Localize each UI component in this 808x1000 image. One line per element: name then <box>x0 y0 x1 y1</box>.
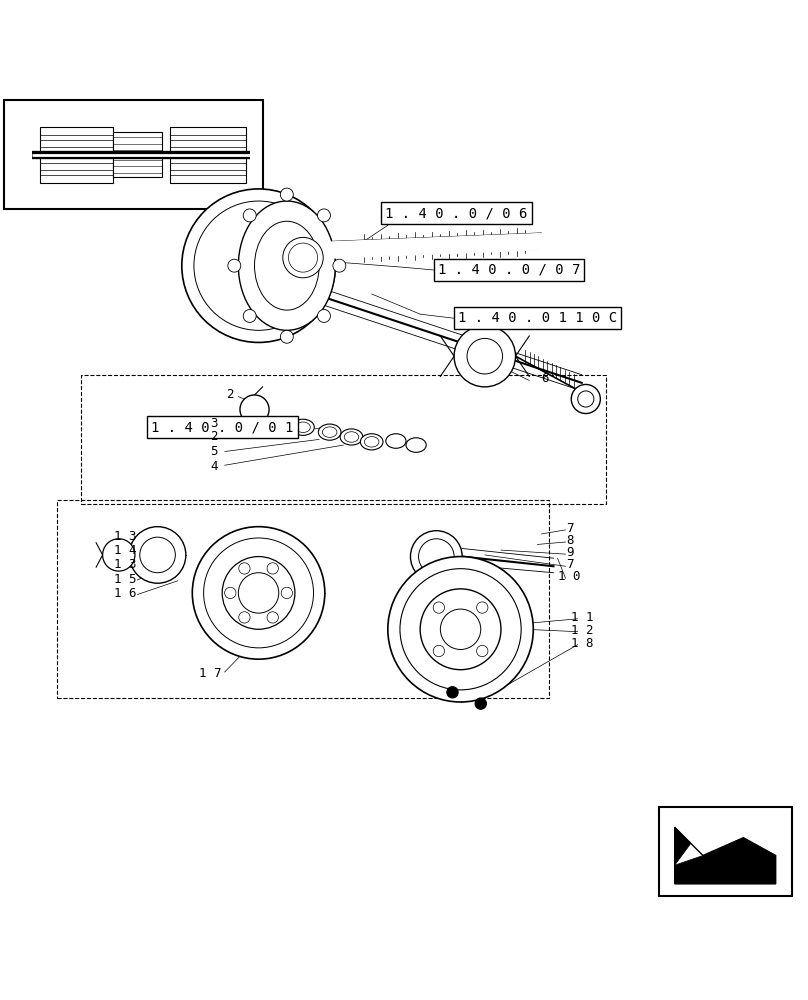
Circle shape <box>222 557 295 629</box>
Text: 1 7: 1 7 <box>199 667 221 680</box>
Polygon shape <box>675 827 776 884</box>
Circle shape <box>204 538 314 648</box>
Circle shape <box>288 243 318 272</box>
Text: 7: 7 <box>566 522 574 535</box>
Circle shape <box>192 527 325 659</box>
Text: 1 2: 1 2 <box>570 624 593 637</box>
Circle shape <box>388 557 533 702</box>
Circle shape <box>318 309 330 322</box>
Circle shape <box>239 612 250 623</box>
Circle shape <box>228 259 241 272</box>
Ellipse shape <box>386 434 406 448</box>
Text: 5: 5 <box>210 445 218 458</box>
Circle shape <box>267 563 279 574</box>
Circle shape <box>400 569 521 690</box>
Circle shape <box>447 687 458 698</box>
Circle shape <box>571 384 600 414</box>
Ellipse shape <box>344 432 359 442</box>
Text: 1 . 4 0 . 0 / 0 6: 1 . 4 0 . 0 / 0 6 <box>385 206 528 220</box>
Circle shape <box>419 539 454 574</box>
Ellipse shape <box>360 434 383 450</box>
Bar <box>113 132 162 177</box>
Circle shape <box>225 587 236 599</box>
Text: 1 . 4 0 . 0 / 0 7: 1 . 4 0 . 0 / 0 7 <box>438 263 580 277</box>
Text: 1 4: 1 4 <box>114 544 137 557</box>
Ellipse shape <box>364 437 379 447</box>
Text: 1 1: 1 1 <box>570 611 593 624</box>
Polygon shape <box>675 838 776 884</box>
Circle shape <box>475 698 486 709</box>
Circle shape <box>410 531 462 582</box>
Ellipse shape <box>340 429 363 445</box>
Text: 8: 8 <box>566 534 574 547</box>
Text: 2: 2 <box>226 388 234 401</box>
Text: 1 5: 1 5 <box>114 573 137 586</box>
Ellipse shape <box>296 422 310 433</box>
Ellipse shape <box>292 419 314 435</box>
Ellipse shape <box>318 424 341 440</box>
Circle shape <box>238 573 279 613</box>
Circle shape <box>477 645 488 657</box>
Bar <box>170 127 246 183</box>
Bar <box>659 807 792 896</box>
Circle shape <box>281 587 292 599</box>
Circle shape <box>318 209 330 222</box>
Circle shape <box>182 189 335 342</box>
Circle shape <box>243 209 256 222</box>
Text: 1 . 4 0 . 0 / 0 1: 1 . 4 0 . 0 / 0 1 <box>151 420 293 434</box>
Text: 1 . 4 0 . 0 1 1 0 C: 1 . 4 0 . 0 1 1 0 C <box>458 311 617 325</box>
Bar <box>40 127 113 183</box>
Circle shape <box>194 201 323 330</box>
Circle shape <box>280 330 293 343</box>
Circle shape <box>440 609 481 649</box>
Circle shape <box>420 589 501 670</box>
Circle shape <box>467 338 503 374</box>
Circle shape <box>333 259 346 272</box>
Circle shape <box>433 645 444 657</box>
Text: 1 6: 1 6 <box>114 587 137 600</box>
Circle shape <box>283 237 323 278</box>
Ellipse shape <box>406 438 427 452</box>
Circle shape <box>103 539 135 571</box>
Circle shape <box>454 325 516 387</box>
Ellipse shape <box>255 221 319 310</box>
Circle shape <box>240 395 269 424</box>
Text: 1 8: 1 8 <box>570 637 593 650</box>
Circle shape <box>239 563 250 574</box>
Text: 1 0: 1 0 <box>558 570 581 583</box>
Text: 9: 9 <box>566 546 574 559</box>
Circle shape <box>140 537 175 573</box>
Text: 7: 7 <box>566 558 574 571</box>
Circle shape <box>280 188 293 201</box>
Text: 1 3: 1 3 <box>114 530 137 543</box>
Circle shape <box>433 602 444 613</box>
Polygon shape <box>675 827 691 865</box>
Text: 1 3: 1 3 <box>114 558 137 571</box>
Circle shape <box>267 612 279 623</box>
Circle shape <box>243 309 256 322</box>
Bar <box>4 100 263 209</box>
Text: 6: 6 <box>541 372 549 385</box>
Ellipse shape <box>238 201 335 330</box>
Circle shape <box>129 527 186 583</box>
Text: 2: 2 <box>210 430 218 443</box>
Circle shape <box>578 391 594 407</box>
Text: 3: 3 <box>210 417 218 430</box>
Text: 4: 4 <box>210 460 218 473</box>
Circle shape <box>477 602 488 613</box>
Ellipse shape <box>322 427 337 437</box>
